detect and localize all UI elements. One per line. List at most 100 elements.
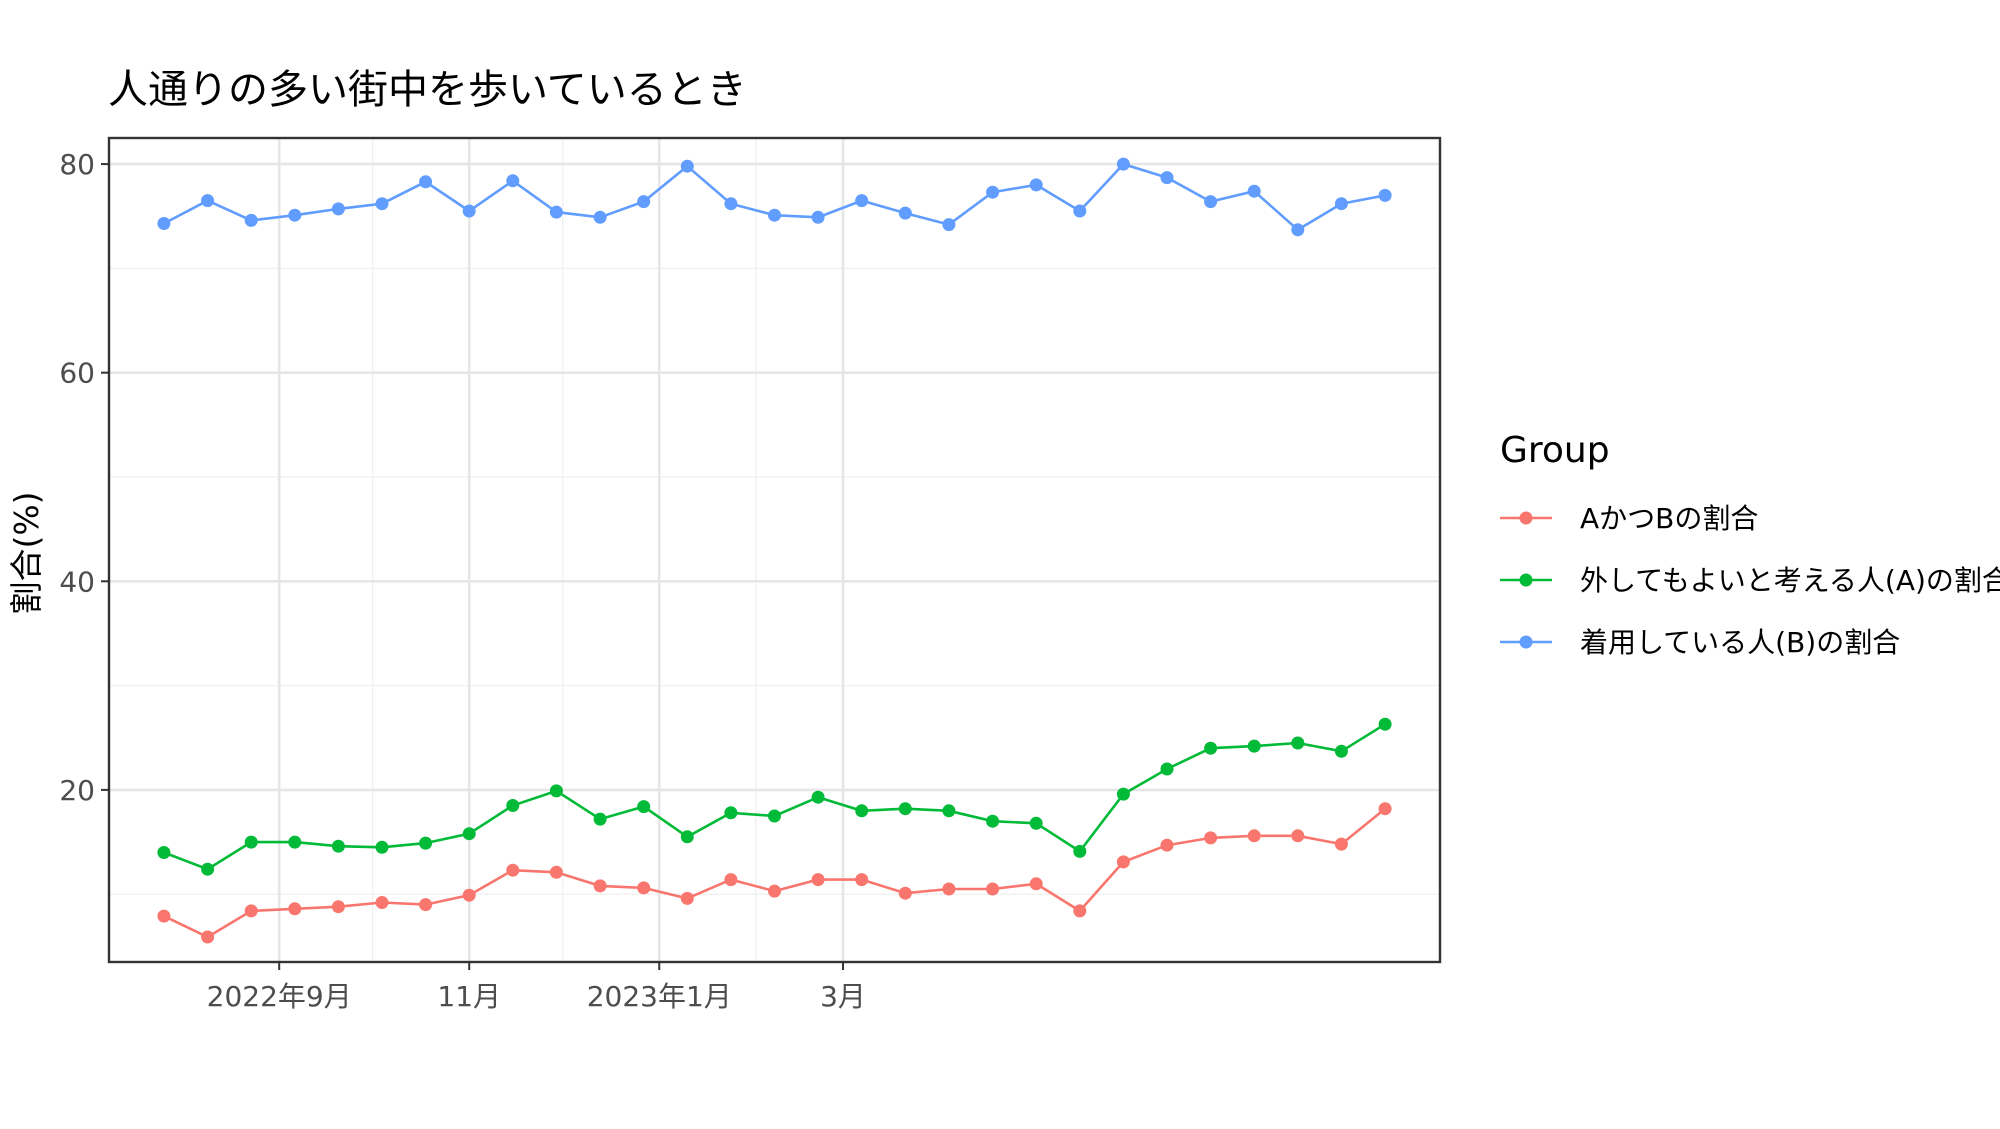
data-point: [811, 790, 825, 804]
data-point: [1204, 741, 1218, 755]
data-point: [244, 904, 258, 918]
data-point: [1073, 904, 1087, 918]
data-point: [506, 174, 520, 188]
data-point: [1073, 204, 1087, 218]
legend-marker: [1519, 573, 1533, 587]
data-point: [1378, 717, 1392, 731]
legend-label: 着用している人(B)の割合: [1580, 626, 1900, 659]
data-point: [506, 799, 520, 812]
data-point: [942, 218, 956, 232]
data-point: [1116, 787, 1130, 801]
chart-title: 人通りの多い街中を歩いているとき: [108, 67, 747, 113]
data-point: [1204, 831, 1218, 845]
data-point: [1247, 829, 1261, 843]
data-point: [855, 194, 869, 208]
x-tick-label: 2022年9月: [207, 980, 352, 1013]
data-point: [637, 800, 651, 814]
data-point: [1334, 744, 1348, 758]
data-point: [898, 886, 912, 900]
data-point: [1029, 877, 1043, 891]
data-point: [549, 865, 563, 879]
data-point: [462, 888, 476, 902]
data-point: [288, 902, 302, 916]
data-point: [637, 195, 651, 209]
data-point: [986, 185, 1000, 199]
plot-background: [109, 138, 1440, 962]
legend-label: 外してもよいと考える人(A)の割合: [1580, 564, 2000, 597]
x-tick-label: 3月: [820, 980, 866, 1013]
data-point: [1073, 844, 1087, 858]
data-point: [593, 812, 607, 826]
data-point: [244, 213, 258, 227]
data-point: [1160, 838, 1174, 852]
data-point: [1378, 188, 1392, 202]
data-point: [986, 882, 1000, 896]
data-point: [375, 840, 389, 854]
data-point: [419, 898, 433, 912]
data-point: [593, 879, 607, 893]
data-point: [724, 197, 738, 211]
data-point: [331, 839, 345, 853]
data-point: [1334, 197, 1348, 211]
data-point: [1029, 178, 1043, 192]
data-point: [462, 204, 476, 218]
data-point: [811, 210, 825, 224]
x-tick-label: 11月: [437, 980, 501, 1013]
data-point: [462, 827, 476, 841]
data-point: [855, 804, 869, 818]
data-point: [549, 784, 563, 798]
y-tick-label: 20: [59, 774, 95, 807]
y-tick-label: 60: [59, 357, 95, 390]
y-axis-title: 割合(%): [7, 491, 46, 614]
legend-title: Group: [1500, 430, 1610, 471]
data-point: [375, 197, 389, 211]
data-point: [201, 930, 215, 944]
data-point: [724, 873, 738, 887]
data-point: [1029, 816, 1043, 830]
data-point: [942, 882, 956, 896]
data-point: [506, 863, 520, 877]
data-point: [986, 814, 1000, 828]
data-point: [942, 804, 956, 818]
data-point: [1116, 157, 1130, 171]
data-point: [331, 900, 345, 914]
data-point: [1291, 829, 1305, 843]
data-point: [1291, 223, 1305, 237]
data-point: [768, 884, 781, 898]
data-point: [680, 830, 694, 844]
data-point: [1247, 739, 1261, 753]
data-point: [680, 159, 694, 173]
data-point: [855, 873, 869, 887]
data-point: [157, 217, 171, 230]
legend-label: AかつBの割合: [1580, 502, 1758, 535]
data-point: [898, 802, 912, 816]
data-point: [419, 175, 433, 189]
data-point: [1160, 171, 1174, 185]
data-point: [1291, 736, 1305, 750]
y-tick-label: 80: [59, 148, 95, 181]
plot-area: 20 40 60 80 2022年9月 11月 2023年1月 3月: [59, 136, 1442, 1013]
data-point: [593, 210, 607, 224]
data-point: [244, 835, 258, 849]
legend-marker: [1519, 635, 1533, 649]
data-point: [1160, 762, 1174, 776]
data-point: [157, 846, 171, 859]
data-point: [201, 862, 215, 876]
legend-marker: [1519, 511, 1533, 525]
x-tick-label: 2023年1月: [587, 980, 732, 1013]
plot-border: [107, 136, 1442, 964]
data-point: [1204, 195, 1218, 209]
data-point: [331, 202, 345, 216]
data-point: [1334, 837, 1348, 851]
data-point: [288, 835, 302, 849]
data-point: [201, 194, 215, 208]
data-point: [419, 836, 433, 850]
data-point: [1116, 855, 1130, 869]
data-point: [768, 208, 781, 222]
data-point: [288, 208, 302, 222]
y-tick-label: 40: [59, 565, 95, 598]
data-point: [549, 205, 563, 219]
